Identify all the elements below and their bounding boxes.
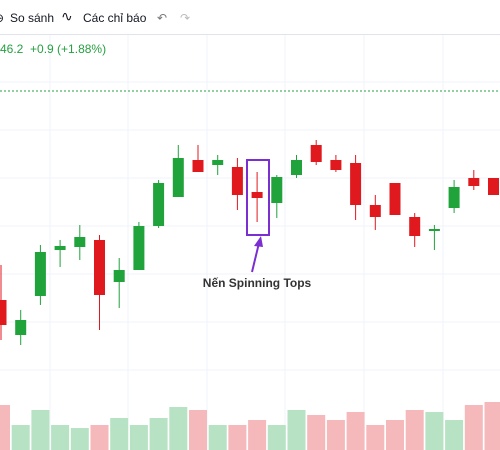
candle-body xyxy=(192,160,204,172)
toolbar: ⊕ So sánh ∿ Các chỉ báo ↶ ↷ xyxy=(0,0,500,35)
volume-bar xyxy=(169,407,188,450)
volume-bar xyxy=(208,425,227,450)
volume-bar xyxy=(248,420,267,450)
volume-bar xyxy=(267,425,286,450)
candle-body xyxy=(54,246,66,250)
candle-body xyxy=(251,192,263,198)
candle-body xyxy=(310,145,322,162)
volume-bar xyxy=(405,410,424,450)
candle-body xyxy=(389,183,401,215)
volume-bar xyxy=(11,425,30,450)
volume-bar xyxy=(31,410,50,450)
volume-bar xyxy=(307,415,326,450)
compare-button[interactable]: So sánh xyxy=(10,11,55,25)
quote: 46.2 +0.9 (+1.88%) xyxy=(0,42,106,56)
volume-bar xyxy=(51,425,70,450)
undo[interactable]: ↶ xyxy=(157,11,168,25)
volume-bar xyxy=(189,410,207,450)
candle-body xyxy=(113,270,125,282)
candle-body xyxy=(0,300,7,325)
volume-bar xyxy=(129,425,148,450)
volume-bar xyxy=(110,418,129,450)
candle-body xyxy=(468,178,480,186)
candle-body xyxy=(330,160,342,170)
volume-bar xyxy=(425,412,444,450)
candle-body xyxy=(172,158,184,197)
candle-body xyxy=(34,252,46,296)
volume-bar xyxy=(149,418,168,450)
indicator-icon[interactable]: ∿ xyxy=(61,8,73,24)
change: +0.9 (+1.88%) xyxy=(30,42,107,56)
volume-bar xyxy=(90,425,109,450)
price: 46.2 xyxy=(0,42,24,56)
candle-body xyxy=(428,229,440,231)
volume-bar xyxy=(386,420,404,450)
candle-body xyxy=(271,177,283,203)
volume-bar xyxy=(326,420,345,450)
candle-body xyxy=(350,163,362,205)
candle-body xyxy=(409,217,421,236)
arrow xyxy=(251,242,260,273)
volume-bar xyxy=(287,410,306,450)
candle-body xyxy=(448,187,460,208)
annotation: Nến Spinning Tops xyxy=(203,276,312,290)
compare-icon[interactable]: ⊕ xyxy=(0,11,4,25)
candle-body xyxy=(291,160,302,175)
volume-bar xyxy=(366,425,385,450)
candle-body xyxy=(369,205,381,217)
highlight-box xyxy=(246,159,270,236)
candle-body xyxy=(74,237,86,247)
redo[interactable]: ↷ xyxy=(180,11,191,25)
candle-body xyxy=(15,320,27,335)
candle-body xyxy=(94,240,105,295)
volume-bar xyxy=(346,412,365,450)
candle-body xyxy=(488,178,499,195)
volume-bar xyxy=(228,425,247,450)
candle-body xyxy=(231,167,243,195)
indicators-button[interactable]: Các chỉ báo xyxy=(83,11,147,25)
arrow-head xyxy=(254,236,263,247)
volume-bar xyxy=(445,420,464,450)
volume-bar xyxy=(464,405,483,450)
candle-body xyxy=(153,183,165,226)
candle-body xyxy=(212,160,224,165)
volume-bar xyxy=(0,405,10,450)
volume-bar xyxy=(70,428,89,450)
volume-bar xyxy=(484,402,500,450)
grid xyxy=(0,35,500,450)
candle-body xyxy=(133,226,145,270)
